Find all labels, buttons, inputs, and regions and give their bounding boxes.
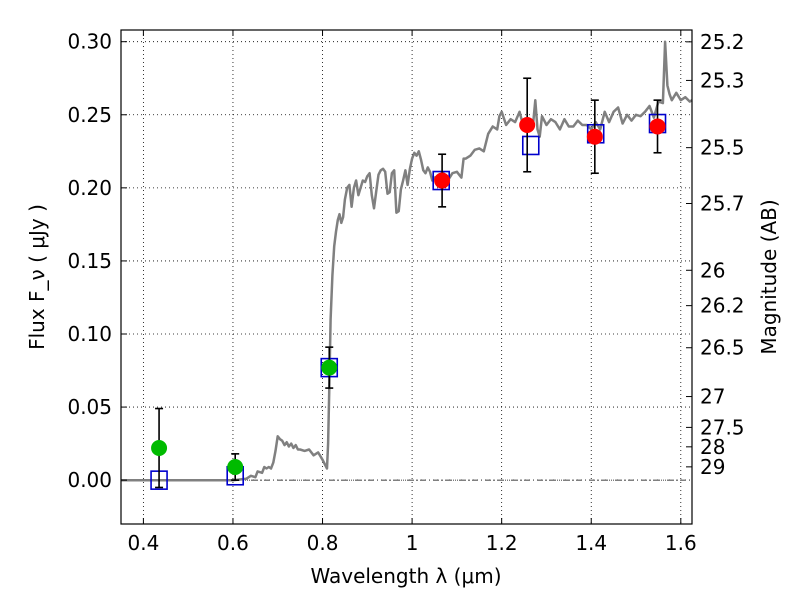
- right-axis-label: Magnitude (AB): [757, 199, 781, 354]
- series-layer: [121, 40, 693, 490]
- right-tick-label: 25.2: [700, 30, 745, 54]
- right-tick-label: 27.5: [700, 415, 745, 439]
- x-tick-label: 0.4: [127, 531, 159, 555]
- right-tick-label: 26.2: [700, 294, 745, 318]
- right-tick-label: 25.7: [700, 191, 745, 215]
- data-point: [649, 118, 666, 135]
- x-tick-label: 1.2: [486, 531, 518, 555]
- data-point: [151, 440, 168, 456]
- x-tick-label: 0.8: [307, 531, 339, 555]
- y-tick-label: 0.15: [67, 249, 112, 273]
- right-tick-label: 27: [700, 385, 725, 409]
- data-point: [519, 117, 536, 133]
- right-tick-label: 28: [700, 435, 725, 459]
- right-tick-label: 29: [700, 455, 725, 479]
- right-tick-label: 26.5: [700, 336, 745, 360]
- right-tick-label: 26: [700, 258, 725, 282]
- y-tick-label: 0.25: [67, 103, 112, 127]
- data-point: [227, 459, 244, 475]
- plot-frame: [120, 29, 693, 525]
- ticks: [121, 30, 692, 524]
- plot-area: [121, 30, 692, 524]
- right-tick-label: 25.5: [700, 136, 745, 160]
- y-tick-label: 0.30: [67, 30, 112, 54]
- data-point: [586, 128, 603, 145]
- x-tick-label: 0.6: [217, 531, 249, 555]
- x-tick-label: 1: [406, 531, 419, 555]
- y-tick-label: 0.05: [67, 395, 112, 419]
- model-point-square: [521, 135, 540, 156]
- y-axis-label: Flux F_ν ( μJy ): [25, 204, 49, 350]
- tick-labels: 0.4 0.6 0.8 1 1.2 1.4 1.6 0.00 0.05 0.10 0.15 0.20 0…: [67, 30, 744, 555]
- data-point: [434, 172, 451, 189]
- y-tick-label: 0.10: [67, 322, 112, 346]
- x-axis-label: Wavelength λ (μm): [310, 564, 501, 588]
- y-tick-label: 0.20: [67, 176, 112, 200]
- x-tick-label: 1.6: [665, 531, 697, 555]
- x-tick-label: 1.4: [575, 531, 607, 555]
- right-tick-label: 25.3: [700, 68, 745, 92]
- y-tick-label: 0.00: [67, 468, 112, 492]
- data-point: [321, 359, 338, 376]
